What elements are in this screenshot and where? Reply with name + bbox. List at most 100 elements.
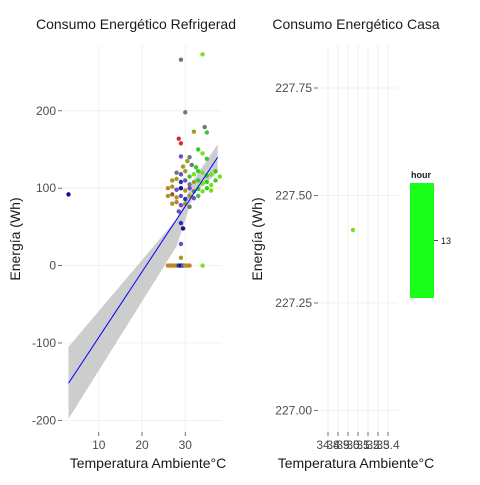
right-x-tick-label-6: 35.4: [376, 438, 400, 452]
right-points: [350, 227, 356, 233]
left-point-65: [178, 220, 184, 226]
left-point-50: [208, 188, 214, 193]
left-point-8: [191, 129, 197, 134]
right-x-tick-label-0: 34.8: [316, 438, 340, 452]
left-point-49: [204, 185, 210, 191]
right-chart-title: Consumo Energético Casa: [272, 16, 440, 32]
trend-line: [68, 156, 219, 384]
left-point-54: [178, 193, 184, 199]
left-point-68: [178, 255, 184, 261]
left-point-18: [174, 170, 179, 175]
right-x-axis-title: Temperatura Ambiente°C: [278, 455, 435, 471]
legend-label: 13: [441, 236, 451, 246]
right-y-axis-title: Energía (Wh): [249, 197, 265, 280]
left-point-15: [185, 158, 190, 164]
right-y-tick-label-1: 227.25: [275, 296, 312, 310]
left-point-60: [174, 199, 179, 205]
left-trend-line: [68, 156, 219, 384]
left-point-14: [180, 164, 186, 169]
left-point-79: [187, 263, 192, 268]
left-x-tick-label-2: 30: [179, 438, 193, 452]
left-point-35: [196, 178, 201, 183]
left-point-0: [66, 192, 71, 197]
left-point-57: [191, 196, 197, 201]
left-point-13: [204, 156, 210, 161]
right-panel: Consumo Energético Casa 227.00227.25227.…: [249, 16, 440, 471]
left-point-66: [180, 226, 186, 231]
left-point-21: [187, 174, 192, 179]
left-point-52: [170, 192, 175, 197]
left-point-11: [196, 147, 201, 152]
left-y-tick-label-0: -200: [32, 413, 56, 427]
left-point-19: [178, 172, 184, 177]
left-point-2: [178, 57, 184, 62]
left-point-67: [178, 241, 184, 247]
left-x-tick-label-1: 20: [135, 438, 149, 452]
right-grid: [318, 45, 398, 432]
right-y-tick-label-2: 227.50: [275, 189, 312, 203]
left-point-56: [187, 193, 192, 199]
left-point-24: [200, 170, 205, 175]
left-point-6: [176, 136, 181, 141]
right-x-tick-label-1: 34.9: [326, 438, 350, 452]
left-point-48: [200, 189, 205, 194]
left-point-32: [183, 178, 188, 183]
left-point-3: [200, 52, 205, 57]
left-y-tick-label-1: -100: [32, 336, 56, 350]
left-point-5: [204, 130, 210, 135]
left-points: [66, 52, 223, 268]
left-point-4: [202, 124, 207, 130]
left-point-27: [213, 168, 218, 174]
left-point-55: [183, 196, 188, 202]
left-point-28: [217, 174, 223, 179]
right-x-tick-label-5: 35.3: [366, 438, 390, 452]
left-x-axis-title: Temperatura Ambiente°C: [70, 455, 227, 471]
right-y-tick-label-0: 227.00: [275, 404, 312, 418]
left-point-41: [170, 184, 175, 189]
left-x-ticks: 10 20 30: [92, 432, 192, 452]
left-point-51: [165, 193, 171, 199]
left-point-39: [213, 178, 218, 183]
right-y-tick-label-3: 227.75: [275, 81, 312, 95]
left-point-23: [196, 168, 201, 174]
left-point-42: [174, 187, 179, 192]
left-point-64: [176, 209, 181, 214]
left-point-61: [178, 203, 184, 208]
left-point-53: [174, 195, 179, 200]
right-y-ticks: 227.00 227.25 227.50 227.75: [275, 81, 318, 418]
left-y-tick-label-4: 200: [36, 104, 56, 118]
left-y-tick-label-3: 100: [36, 181, 56, 195]
left-point-40: [165, 185, 171, 191]
legend-title: hour: [411, 170, 431, 180]
left-point-80: [200, 263, 205, 268]
left-point-17: [193, 165, 199, 170]
legend-color-bar: [410, 183, 434, 298]
left-x-tick-label-0: 10: [92, 438, 106, 452]
left-point-16: [189, 162, 194, 168]
left-point-33: [187, 182, 192, 187]
right-x-tick-label-3: 35.1: [346, 438, 370, 452]
right-x-ticks: 34.834.935.035.135.235.335.4: [316, 432, 400, 452]
left-point-34: [191, 179, 197, 185]
left-point-59: [170, 201, 175, 206]
left-point-9: [178, 154, 184, 159]
left-point-43: [178, 185, 184, 191]
left-y-tick-label-2: 0: [49, 259, 56, 273]
left-panel: Consumo Energético Refrigerad -200 -100 0 1…: [7, 16, 236, 471]
left-point-10: [187, 155, 192, 160]
hour-legend: hour 13: [410, 170, 451, 298]
right-x-tick-label-4: 35.2: [356, 438, 380, 452]
left-y-axis-title: Energía (Wh): [7, 197, 23, 280]
right-x-tick-label-2: 35.0: [336, 438, 360, 452]
left-point-63: [187, 204, 192, 209]
right-point-0: [350, 227, 356, 233]
left-point-26: [208, 172, 214, 177]
left-point-37: [204, 179, 210, 185]
left-point-38: [208, 182, 214, 188]
left-point-31: [178, 179, 184, 185]
left-y-ticks: -200 -100 0 100 200: [32, 104, 62, 427]
left-point-12: [200, 151, 205, 156]
left-point-30: [174, 176, 179, 182]
